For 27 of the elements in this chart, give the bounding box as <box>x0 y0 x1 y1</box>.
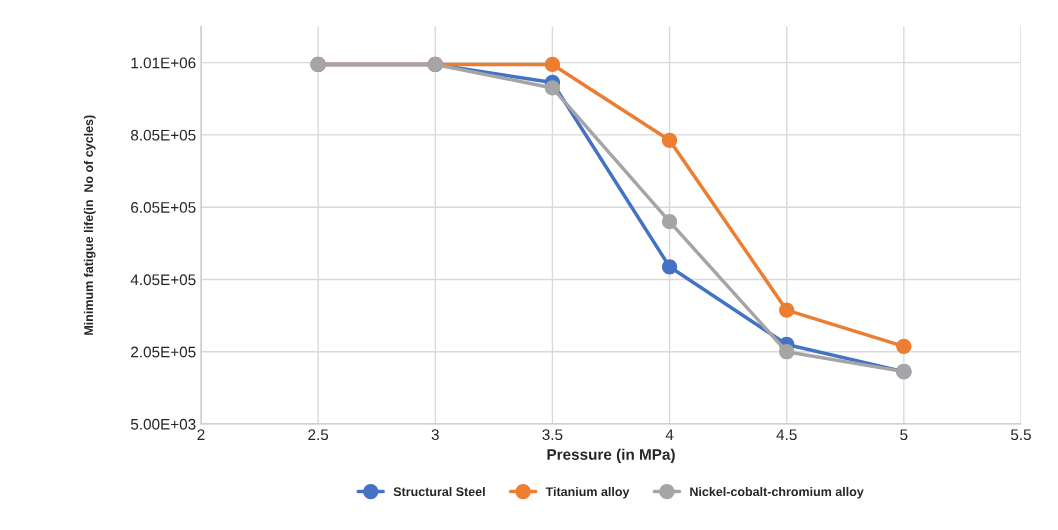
legend-label: Nickel-cobalt-chromium alloy <box>690 486 864 499</box>
point <box>661 132 678 148</box>
y-tick-label: 4.05E+05 <box>130 274 196 286</box>
y-axis-title: Minimum fatigue life(in No of cycles) <box>83 115 96 335</box>
x-axis-title: Pressure (in MPa) <box>547 448 675 463</box>
x-tick-label: 2 <box>197 429 205 440</box>
x-tick-label: 3 <box>431 429 439 441</box>
point <box>779 302 795 318</box>
x-tick-label: 5.5 <box>1010 429 1031 441</box>
y-tick-label: 5.00E+03 <box>130 418 196 430</box>
y-tick-label: 1.01E+06 <box>131 57 196 69</box>
x-tick-label: 4.5 <box>776 429 797 441</box>
y-tick-label: 2.05E+05 <box>131 346 196 358</box>
point <box>544 80 561 96</box>
point <box>896 338 912 354</box>
point <box>779 344 795 360</box>
point <box>661 259 678 275</box>
legend-label: Titanium alloy <box>545 486 630 499</box>
x-tick-label: 3.5 <box>542 429 563 441</box>
point <box>544 56 561 73</box>
y-tick-label: 8.05E+05 <box>130 129 196 141</box>
x-tick-label: 4 <box>665 429 674 440</box>
legend-label: Structural Steel <box>393 486 485 497</box>
x-tick-label: 5 <box>900 429 908 441</box>
point <box>661 214 678 230</box>
x-tick-label: 2.5 <box>308 429 329 441</box>
y-tick-label: 6.05E+05 <box>131 202 196 213</box>
